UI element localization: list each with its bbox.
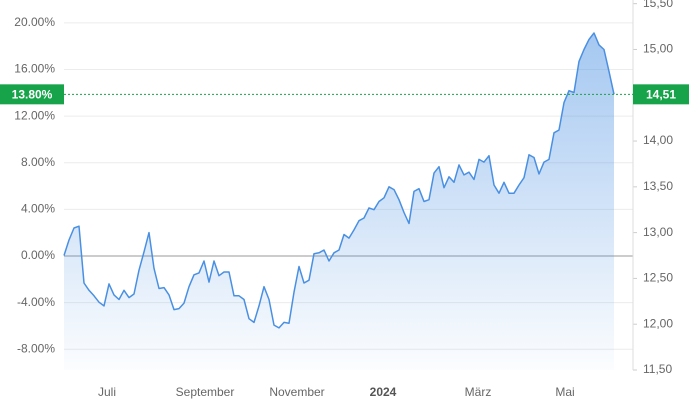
y2-tick-label: 15,00: [643, 42, 673, 56]
y2-tick-label: 11,50: [643, 362, 672, 376]
y2-tick-label: 12,00: [643, 316, 673, 330]
y-tick-label: 12.00%: [14, 108, 55, 122]
area: [64, 33, 614, 370]
y-tick-label: 20.00%: [14, 15, 55, 29]
x-tick-label: September: [176, 385, 235, 399]
y-tick-label: 16.00%: [14, 62, 55, 76]
x-tick-label: März: [465, 385, 492, 399]
y-tick-label: 0.00%: [21, 248, 55, 262]
y2-tick-label: 14,00: [643, 133, 673, 147]
y2-tick-label: 13,00: [643, 225, 673, 239]
x-tick-label: Mai: [555, 385, 574, 399]
y-tick-label: 4.00%: [21, 202, 55, 216]
last-value-badge: [633, 84, 689, 105]
y-tick-label: -4.00%: [17, 295, 55, 309]
y2-tick-label: 12,50: [643, 271, 673, 285]
line: [63, 32, 615, 329]
last-value-label: 13.80%: [12, 88, 53, 102]
last-value-badge: [0, 84, 64, 105]
x-tick-label: Juli: [98, 385, 116, 399]
last-value-label: 14,51: [646, 88, 676, 102]
y-tick-label: 8.00%: [21, 155, 55, 169]
y2-tick-label: 15,50: [643, 0, 673, 10]
y-tick-label: -8.00%: [17, 341, 55, 355]
x-tick-label: November: [269, 385, 324, 399]
y2-tick-label: 13,50: [643, 179, 673, 193]
x-tick-label: 2024: [370, 385, 397, 399]
